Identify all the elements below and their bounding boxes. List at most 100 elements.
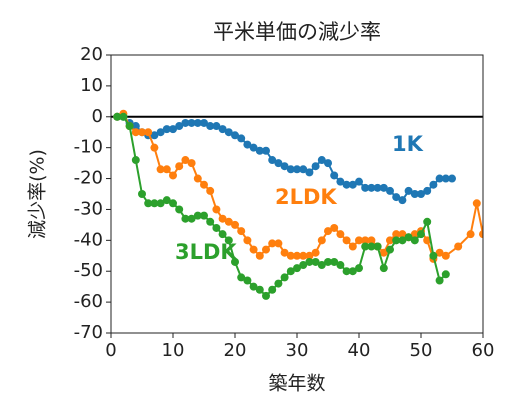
point bbox=[224, 236, 233, 245]
point bbox=[361, 242, 370, 251]
y-tick-label: -50 bbox=[74, 260, 103, 281]
y-tick-label: -20 bbox=[74, 168, 103, 189]
point bbox=[299, 261, 308, 270]
point bbox=[237, 273, 246, 282]
point bbox=[212, 205, 221, 214]
point bbox=[355, 236, 363, 245]
point bbox=[293, 264, 301, 273]
x-axis-label: 築年数 bbox=[268, 373, 325, 395]
point bbox=[330, 257, 339, 266]
legend-label: 2LDK bbox=[275, 185, 337, 209]
point bbox=[286, 251, 295, 260]
point bbox=[398, 196, 407, 205]
point bbox=[249, 282, 258, 291]
point bbox=[169, 199, 177, 208]
point bbox=[373, 242, 382, 251]
point bbox=[324, 227, 332, 236]
point bbox=[348, 180, 357, 189]
point bbox=[206, 217, 215, 226]
point bbox=[367, 183, 376, 192]
point bbox=[169, 125, 177, 134]
point bbox=[162, 125, 171, 134]
point bbox=[138, 190, 146, 198]
point bbox=[435, 174, 444, 183]
point bbox=[311, 257, 320, 266]
point bbox=[286, 267, 295, 276]
point bbox=[175, 205, 184, 214]
point bbox=[249, 245, 258, 254]
x-tick-label: 0 bbox=[105, 340, 116, 361]
point bbox=[410, 236, 419, 245]
point bbox=[218, 125, 227, 134]
point bbox=[342, 236, 351, 245]
y-tick-label: -30 bbox=[74, 198, 103, 219]
point bbox=[386, 186, 394, 195]
point bbox=[187, 214, 196, 223]
point bbox=[156, 128, 165, 137]
point bbox=[162, 165, 171, 174]
point bbox=[206, 186, 215, 195]
point bbox=[330, 171, 339, 180]
point bbox=[274, 159, 283, 168]
point bbox=[150, 199, 159, 208]
x-tick-label: 20 bbox=[224, 340, 247, 361]
point bbox=[175, 162, 184, 171]
point bbox=[200, 180, 208, 189]
point bbox=[144, 128, 153, 137]
point bbox=[435, 248, 444, 257]
point bbox=[231, 220, 239, 229]
point bbox=[286, 165, 295, 174]
x-tick-label: 30 bbox=[286, 340, 309, 361]
y-axis-label: 減少率(%) bbox=[27, 149, 49, 239]
point bbox=[119, 112, 128, 121]
point bbox=[131, 122, 140, 131]
point bbox=[175, 122, 184, 131]
point bbox=[472, 199, 481, 208]
point bbox=[404, 233, 413, 242]
point bbox=[336, 177, 345, 186]
x-tick-label: 40 bbox=[348, 340, 371, 361]
point bbox=[417, 190, 425, 198]
point bbox=[392, 193, 401, 202]
point bbox=[441, 174, 450, 183]
point bbox=[392, 230, 401, 239]
point bbox=[249, 143, 258, 152]
point bbox=[268, 239, 277, 248]
point bbox=[317, 236, 326, 245]
point bbox=[293, 251, 301, 260]
point bbox=[237, 227, 246, 236]
point bbox=[162, 196, 171, 205]
point bbox=[280, 273, 289, 282]
point bbox=[255, 251, 264, 260]
point bbox=[404, 186, 413, 195]
point bbox=[274, 279, 283, 288]
point bbox=[156, 199, 165, 208]
point bbox=[243, 276, 252, 285]
x-tick-label: 50 bbox=[410, 340, 433, 361]
point bbox=[206, 122, 215, 131]
point bbox=[379, 264, 388, 273]
point bbox=[367, 242, 376, 251]
y-tick-label: -40 bbox=[74, 229, 103, 250]
point bbox=[398, 236, 407, 245]
point bbox=[305, 251, 314, 260]
point bbox=[255, 146, 264, 155]
point bbox=[361, 183, 370, 192]
point bbox=[187, 159, 196, 168]
point bbox=[231, 131, 239, 140]
point bbox=[367, 236, 376, 245]
point bbox=[243, 140, 252, 149]
point bbox=[330, 223, 339, 232]
y-tick-label: -10 bbox=[74, 137, 103, 158]
point bbox=[156, 165, 165, 174]
point bbox=[466, 230, 475, 239]
point bbox=[373, 183, 382, 192]
point bbox=[429, 180, 438, 189]
point bbox=[410, 190, 419, 198]
point bbox=[317, 156, 326, 165]
point bbox=[317, 261, 326, 270]
legend-label: 3LDK bbox=[175, 240, 237, 264]
point bbox=[441, 270, 450, 279]
y-tick-label: 10 bbox=[80, 75, 103, 96]
